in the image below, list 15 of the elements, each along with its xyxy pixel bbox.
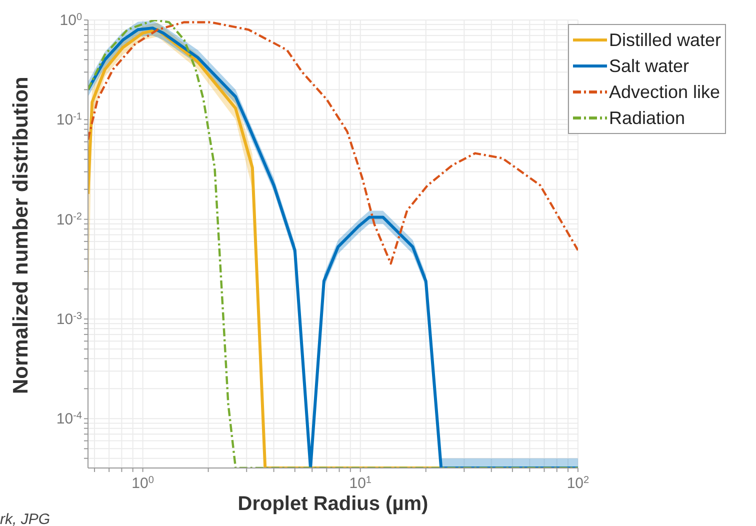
y-tick-label: 10$^{-1}$ bbox=[56, 111, 82, 129]
y-tick-label: 10$^{-3}$ bbox=[56, 310, 82, 328]
x-tick-label: 10$^{2}$ bbox=[566, 474, 590, 492]
y-tick-label: 10$^{-4}$ bbox=[56, 410, 82, 428]
x-tick-label: 10$^{1}$ bbox=[349, 474, 372, 492]
legend-label: Advection like bbox=[608, 81, 720, 104]
legend-label: Salt water bbox=[608, 55, 689, 78]
legend-label: Distilled water bbox=[608, 29, 721, 52]
y-axis-title: Normalized number distribution bbox=[9, 76, 32, 394]
y-tick-label: 10$^{0}$ bbox=[60, 12, 82, 29]
legend-label: Radiation bbox=[608, 107, 686, 130]
text: rk, JPG bbox=[0, 511, 50, 526]
x-axis-title: Droplet Radius (µm) bbox=[238, 493, 428, 515]
y-tick-label: 10$^{-2}$ bbox=[56, 210, 82, 228]
x-tick-label: 10$^{0}$ bbox=[132, 474, 154, 492]
